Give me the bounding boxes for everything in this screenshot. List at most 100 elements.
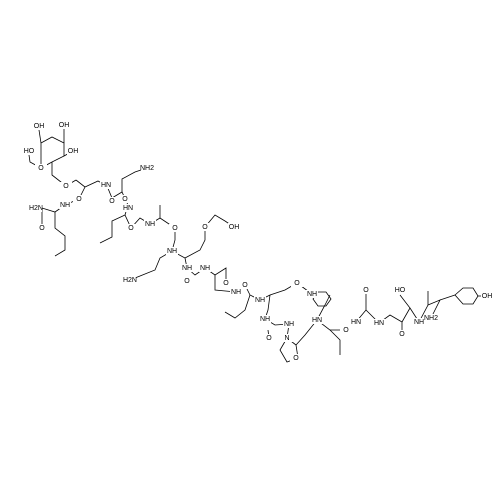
label-background [259, 315, 271, 323]
atom-label: NH [307, 291, 317, 298]
atom-label: O [202, 224, 208, 231]
label-background [30, 204, 42, 212]
label-background [33, 122, 45, 130]
bond [316, 294, 331, 321]
atom-label: HO [24, 148, 35, 155]
label-background [413, 318, 425, 326]
label-background [220, 279, 232, 287]
bond [439, 294, 456, 301]
label-background [144, 220, 156, 228]
label-background [239, 281, 251, 289]
atom-label: OH [482, 293, 493, 300]
bond [409, 291, 429, 323]
label-background [230, 288, 242, 296]
bond [84, 180, 129, 206]
atom-label: NH [167, 248, 177, 255]
label-background [283, 320, 295, 328]
label-background [425, 314, 437, 322]
atom-label: OH [59, 122, 70, 129]
label-background [59, 201, 71, 209]
label-background [311, 316, 323, 324]
label-background [181, 264, 193, 272]
label-background [199, 264, 211, 272]
atom-label: N [284, 335, 289, 342]
atom-label: O [184, 278, 190, 285]
atom-label: O [39, 225, 45, 232]
atom-label: HN [101, 182, 111, 189]
atom-label: NH [200, 265, 210, 272]
label-background [141, 164, 153, 172]
atom-label: H2N [123, 277, 137, 284]
label-background [290, 354, 302, 362]
atom-label: NH [182, 265, 192, 272]
label-background [228, 223, 240, 231]
atom-label: HN [351, 319, 361, 326]
bond [99, 214, 126, 244]
label-background [169, 224, 181, 232]
label-background [166, 247, 178, 255]
atom-label: NH [414, 319, 424, 326]
atom-label: O [399, 331, 405, 338]
label-background [58, 121, 70, 129]
label-background [481, 292, 493, 300]
atom-label: O [38, 165, 44, 172]
label-background [263, 334, 275, 342]
label-background [254, 296, 266, 304]
label-background [281, 334, 293, 342]
atom-label: NH [145, 221, 155, 228]
atom-label: HO [395, 287, 406, 294]
label-background [373, 319, 385, 327]
atom-label: O [76, 196, 82, 203]
label-background [106, 197, 118, 205]
atom-label: O [223, 280, 229, 287]
atom-label: NH2 [140, 165, 154, 172]
label-background [67, 147, 79, 155]
atom-label: O [172, 225, 178, 232]
atom-label: OH [229, 224, 240, 231]
label-background [306, 290, 318, 298]
label-background [124, 276, 136, 284]
label-background [350, 318, 362, 326]
label-background [73, 195, 85, 203]
atom-label: NH [60, 202, 70, 209]
bond [295, 319, 341, 355]
atom-label: OH [34, 123, 45, 130]
atom-label: NH [284, 321, 294, 328]
atom-label: NH [260, 316, 270, 323]
atom-label: O [363, 287, 369, 294]
label-background [60, 182, 72, 190]
atom-label: NH [231, 289, 241, 296]
label-background [291, 279, 303, 287]
bond [38, 129, 42, 144]
label-background [35, 164, 47, 172]
atom-label: O [293, 355, 299, 362]
atom-label: H2N [29, 205, 43, 212]
atom-label: NH [255, 297, 265, 304]
label-background [394, 286, 406, 294]
atom-label: HN [374, 320, 384, 327]
label-background [396, 330, 408, 338]
label-background [199, 223, 211, 231]
atom-label: O [109, 198, 115, 205]
atom-label: O [63, 183, 69, 190]
label-background [122, 204, 134, 212]
atom-label: O [128, 225, 134, 232]
label-background [100, 181, 112, 189]
atom-label: O [122, 196, 128, 203]
atom-label: O [294, 280, 300, 287]
bond [54, 212, 66, 257]
atom-label: O [266, 335, 272, 342]
label-background [181, 277, 193, 285]
atom-label: O [343, 327, 349, 334]
label-background [23, 147, 35, 155]
label-background [360, 286, 372, 294]
atom-label: OH [68, 148, 79, 155]
atom-label: HN [123, 205, 133, 212]
bond [129, 250, 173, 281]
label-background [340, 326, 352, 334]
atom-label: NH2 [424, 315, 438, 322]
label-background [119, 195, 131, 203]
